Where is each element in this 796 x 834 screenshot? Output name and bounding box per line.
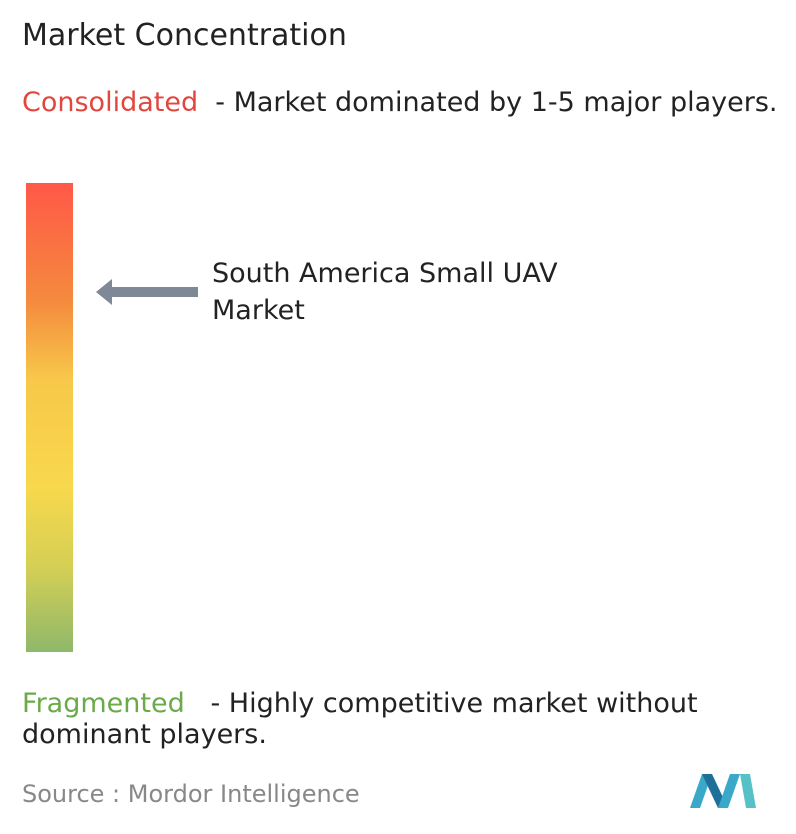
fragmented-label: Fragmented — [22, 688, 185, 719]
market-label: South America Small UAV Market — [212, 258, 558, 326]
logo-part — [718, 774, 740, 808]
concentration-scale — [26, 183, 73, 652]
consolidated-description: - Market dominated by 1-5 major players. — [215, 87, 778, 118]
title: Market Concentration — [22, 18, 347, 53]
consolidated-legend: Consolidated - Market dominated by 1-5 m… — [22, 87, 792, 118]
logo — [690, 774, 756, 808]
arrow-shape — [96, 279, 198, 305]
fragmented-legend: Fragmented - Highly competitive market w… — [22, 688, 792, 750]
source: Source : Mordor Intelligence — [22, 780, 360, 808]
arrow — [96, 279, 198, 305]
consolidated-label: Consolidated — [22, 87, 199, 118]
logo-part — [740, 774, 756, 808]
fragmented-description: - Highly competitive market without domi… — [22, 688, 698, 750]
